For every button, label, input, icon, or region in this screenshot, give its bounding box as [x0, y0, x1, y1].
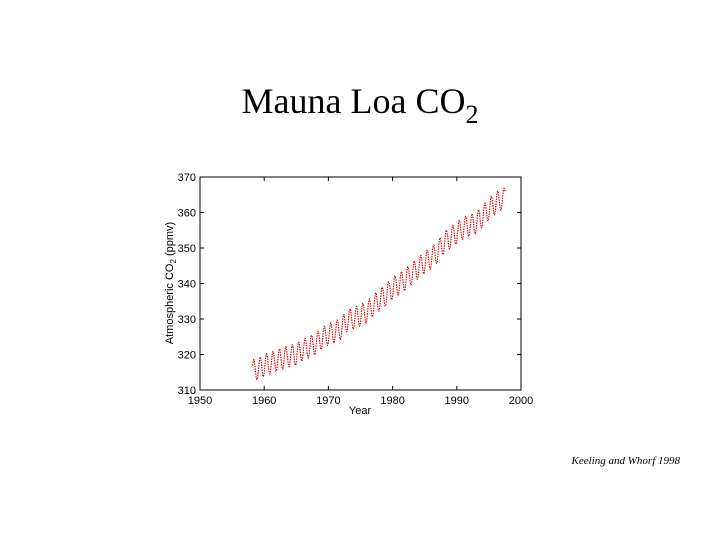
x-tick-label: 1970 — [316, 395, 340, 407]
x-tick-label: 1980 — [380, 395, 404, 407]
source-credit: Keeling and Whorf 1998 — [571, 455, 680, 467]
y-axis-label: Atmospheric CO2 (ppmv) — [164, 222, 178, 344]
y-tick-label: 330 — [178, 314, 196, 326]
y-tick-label: 370 — [178, 172, 196, 184]
y-tick-label: 340 — [178, 279, 196, 291]
y-tick-label: 310 — [178, 385, 196, 397]
y-axis-ticks: 310 320 330 340 350 360 370 — [178, 172, 521, 397]
y-tick-label: 360 — [178, 208, 196, 220]
y-axis-label-subscript: 2 — [169, 259, 178, 264]
x-tick-label: 1990 — [445, 395, 469, 407]
slide-title-subscript: 2 — [465, 100, 479, 129]
y-tick-label: 350 — [178, 243, 196, 255]
x-axis-label: Year — [349, 405, 372, 417]
x-tick-label: 1960 — [252, 395, 276, 407]
x-tick-label: 2000 — [509, 395, 533, 407]
x-tick-label: 1950 — [188, 395, 212, 407]
slide-title: Mauna Loa CO2 — [0, 80, 720, 129]
y-axis-label-unit: (ppmv) — [164, 222, 176, 259]
x-axis-ticks: 1950 1960 1970 1980 1990 2000 — [188, 177, 533, 407]
y-axis-label-main: Atmospheric CO — [164, 263, 176, 344]
slide-title-main: Mauna Loa CO — [241, 81, 466, 121]
y-tick-label: 320 — [178, 350, 196, 362]
plot-frame — [199, 176, 522, 391]
co2-series-line — [252, 187, 506, 381]
